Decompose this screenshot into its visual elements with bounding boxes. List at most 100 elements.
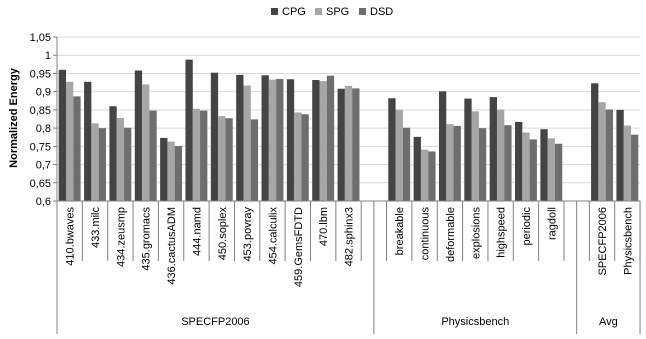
bar-482-sphinx3-spg bbox=[344, 85, 353, 201]
bar-459-gemsfdtd-spg bbox=[294, 112, 302, 201]
bar-470-lbm-dsd bbox=[326, 75, 335, 201]
y-tick-label: 0,9 bbox=[36, 87, 51, 99]
x-label-435-gromacs: 435.gromacs bbox=[141, 207, 153, 271]
bar-highspeed-dsd bbox=[504, 125, 512, 201]
bar-specfp2006-spg bbox=[598, 102, 606, 201]
bar-breakable-dsd bbox=[402, 127, 411, 201]
bar-434-zeusmp-dsd bbox=[124, 127, 132, 201]
bar-450-soplex-spg bbox=[218, 116, 226, 201]
x-label-453-povray: 453.povray bbox=[242, 207, 254, 262]
legend: CPG SPG DSD bbox=[271, 6, 393, 18]
bar-deformable-cpg bbox=[438, 91, 447, 201]
bar-ragdoll-spg bbox=[547, 138, 555, 201]
bar-453-povray-spg bbox=[243, 85, 251, 201]
bar-explosions-dsd bbox=[478, 128, 487, 201]
bar-410-bwaves-cpg bbox=[58, 69, 67, 201]
bar-continuous-dsd bbox=[428, 151, 436, 201]
legend-swatch-cpg bbox=[271, 8, 278, 15]
y-tick-label: 0,7 bbox=[36, 160, 51, 172]
bar-deformable-dsd bbox=[453, 125, 461, 201]
bar-433-milc-dsd bbox=[98, 128, 106, 201]
bar-periodic-dsd bbox=[529, 139, 537, 201]
group-label-avg: Avg bbox=[599, 316, 618, 328]
x-label-470-lbm: 470.lbm bbox=[318, 207, 330, 246]
x-label-highspeed: highspeed bbox=[496, 207, 508, 258]
bar-453-povray-cpg bbox=[236, 74, 244, 201]
y-tick-label: 0,95 bbox=[30, 68, 51, 80]
bar-highspeed-cpg bbox=[489, 97, 497, 201]
x-label-433-milc: 433.milc bbox=[90, 207, 102, 248]
x-label-410-bwaves: 410.bwaves bbox=[65, 207, 77, 266]
y-axis-ticks: 0,6 0,65 0,7 0,75 0,8 0,85 0,9 0,95 1 1,05 bbox=[30, 32, 57, 208]
y-axis-title: Normalized Energy bbox=[8, 67, 20, 168]
bar-continuous-cpg bbox=[413, 136, 421, 201]
bar-436-cactusadm-cpg bbox=[160, 137, 168, 201]
bar-specfp2006-dsd bbox=[605, 109, 613, 201]
y-tick-label: 0,8 bbox=[36, 123, 51, 135]
bar-433-milc-cpg bbox=[84, 81, 92, 201]
y-tick-label: 1 bbox=[45, 50, 51, 62]
bar-435-gromacs-dsd bbox=[149, 110, 157, 201]
group-label-specfp2006: SPECFP2006 bbox=[181, 316, 249, 328]
legend-swatch-dsd bbox=[359, 8, 366, 15]
bar-breakable-spg bbox=[395, 109, 403, 201]
bar-482-sphinx3-dsd bbox=[352, 88, 360, 201]
bar-435-gromacs-spg bbox=[142, 84, 150, 201]
bar-explosions-cpg bbox=[464, 98, 472, 201]
bar-specfp2006-cpg bbox=[591, 83, 599, 201]
x-label-482-sphinx3: 482.sphinx3 bbox=[344, 207, 356, 266]
bar-434-zeusmp-spg bbox=[116, 117, 125, 201]
bar-periodic-cpg bbox=[515, 121, 523, 201]
x-label-459-gemsfdtd: 459.GemsFDTD bbox=[293, 207, 305, 287]
bar-444-namd-spg bbox=[192, 108, 201, 201]
bar-410-bwaves-dsd bbox=[73, 96, 81, 201]
y-tick-label: 0,75 bbox=[30, 141, 51, 153]
y-tick-label: 1,05 bbox=[30, 32, 51, 44]
x-label-454-calculix: 454.calculix bbox=[267, 207, 279, 265]
bar-physicsbench-cpg bbox=[616, 109, 624, 201]
bar-454-calculix-spg bbox=[268, 79, 277, 201]
y-tick-label: 0,85 bbox=[30, 105, 51, 117]
bar-highspeed-spg bbox=[496, 109, 505, 201]
bar-410-bwaves-spg bbox=[66, 81, 74, 201]
x-label-436-cactusadm: 436.cactusADM bbox=[166, 207, 178, 285]
x-label-periodic: periodic bbox=[521, 207, 533, 246]
bar-470-lbm-spg bbox=[319, 81, 327, 201]
bar-periodic-spg bbox=[522, 132, 530, 201]
bar-physicsbench-spg bbox=[623, 125, 632, 201]
bar-ragdoll-cpg bbox=[540, 129, 548, 201]
x-axis-labels: 410.bwaves 433.milc 434.zeusmp 435.gromacs 4… bbox=[65, 207, 635, 328]
bar-deformable-spg bbox=[446, 124, 454, 201]
bar-continuous-spg bbox=[420, 149, 429, 201]
bar-453-povray-dsd bbox=[250, 119, 259, 201]
bar-459-gemsfdtd-dsd bbox=[301, 114, 309, 201]
bar-435-gromacs-cpg bbox=[134, 70, 143, 201]
bar-433-milc-spg bbox=[91, 123, 99, 201]
y-tick-label: 0,6 bbox=[36, 196, 51, 208]
x-label-physicsbench: Physicsbench bbox=[622, 207, 634, 275]
bar-454-calculix-dsd bbox=[276, 78, 284, 201]
x-label-434-zeusmp: 434.zeusmp bbox=[115, 207, 127, 267]
x-label-deformable: deformable bbox=[445, 207, 457, 262]
legend-label-spg: SPG bbox=[326, 6, 349, 18]
bar-ragdoll-dsd bbox=[554, 143, 563, 201]
x-label-444-namd: 444.namd bbox=[191, 207, 203, 256]
bar-434-zeusmp-cpg bbox=[109, 106, 117, 201]
x-label-ragdoll: ragdoll bbox=[546, 207, 558, 240]
x-label-explosions: explosions bbox=[470, 207, 482, 259]
legend-label-cpg: CPG bbox=[282, 6, 306, 18]
bar-450-soplex-dsd bbox=[225, 118, 233, 201]
axes bbox=[56, 37, 641, 334]
legend-swatch-spg bbox=[315, 8, 322, 15]
x-label-450-soplex: 450.soplex bbox=[217, 207, 229, 261]
bar-physicsbench-dsd bbox=[631, 134, 639, 201]
bar-454-calculix-cpg bbox=[261, 75, 269, 201]
bar-482-sphinx3-cpg bbox=[337, 88, 345, 201]
y-tick-label: 0,65 bbox=[30, 178, 51, 190]
bar-436-cactusadm-spg bbox=[167, 141, 175, 201]
bar-444-namd-cpg bbox=[185, 59, 193, 201]
x-label-breakable: breakable bbox=[394, 207, 406, 255]
group-label-physicsbench: Physicsbench bbox=[441, 316, 509, 328]
bar-explosions-spg bbox=[471, 111, 479, 201]
